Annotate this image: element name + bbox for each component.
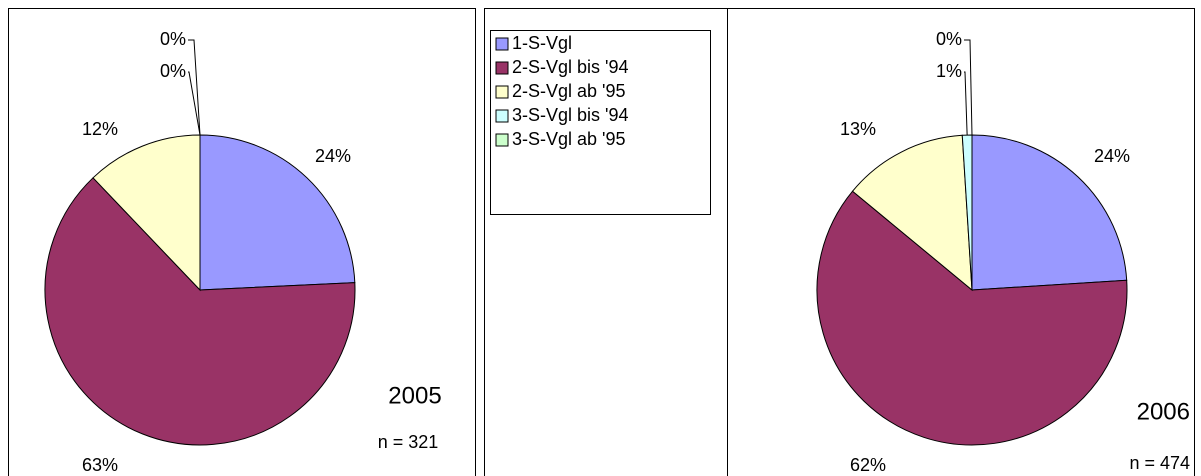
slice-label: 62% bbox=[850, 455, 886, 475]
legend-swatch bbox=[495, 85, 509, 99]
leader-line bbox=[188, 71, 201, 136]
legend-label: 2-S-Vgl bis '94 bbox=[512, 57, 629, 77]
slice-label: 12% bbox=[82, 119, 118, 139]
slice-label: 24% bbox=[1094, 146, 1130, 166]
legend-swatch bbox=[495, 37, 509, 51]
legend-swatch bbox=[495, 133, 509, 147]
slice-label: 63% bbox=[82, 455, 118, 475]
panel-right bbox=[727, 8, 1195, 476]
legend-swatch bbox=[495, 109, 509, 123]
pie-slice bbox=[92, 134, 201, 292]
leader-line bbox=[964, 39, 973, 136]
panel-left bbox=[8, 8, 476, 476]
pie-slice bbox=[971, 134, 1128, 291]
chart-title: 2006 bbox=[1137, 398, 1190, 425]
legend-label: 3-S-Vgl ab '95 bbox=[512, 129, 626, 149]
slice-label: 0% bbox=[160, 29, 186, 49]
pie-slice bbox=[44, 177, 356, 446]
slice-label: 24% bbox=[315, 146, 351, 166]
slice-label: 0% bbox=[936, 29, 962, 49]
pie-slice bbox=[199, 134, 356, 291]
slice-label: 1% bbox=[936, 61, 962, 81]
leader-line bbox=[964, 71, 968, 136]
pie-slice bbox=[816, 190, 1128, 446]
chart-title: 2005 bbox=[388, 382, 441, 409]
legend-label: 2-S-Vgl ab '95 bbox=[512, 81, 626, 101]
legend-label: 3-S-Vgl bis '94 bbox=[512, 105, 629, 125]
chart-note: n = 474 bbox=[1129, 453, 1190, 473]
leader-line bbox=[188, 39, 201, 136]
legend-label: 1-S-Vgl bbox=[512, 33, 572, 53]
legend-swatch bbox=[495, 61, 509, 75]
slice-label: 0% bbox=[160, 61, 186, 81]
pie-slice bbox=[851, 134, 973, 292]
chart-note: n = 321 bbox=[378, 432, 439, 452]
legend-box bbox=[490, 30, 711, 215]
slice-label: 13% bbox=[840, 119, 876, 139]
